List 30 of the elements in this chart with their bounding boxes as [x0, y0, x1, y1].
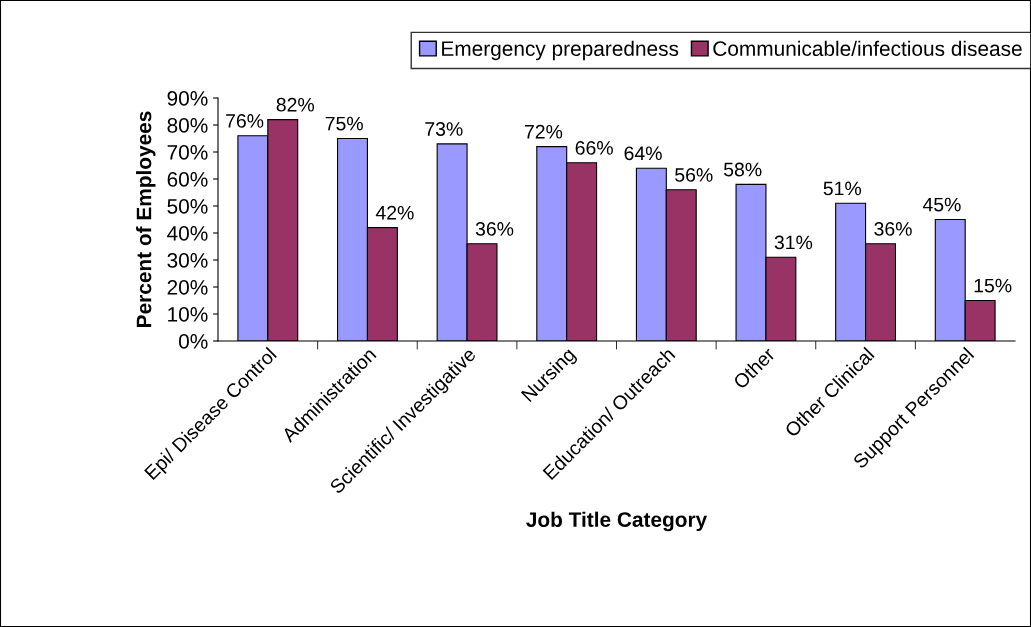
data-label: 45%	[922, 197, 961, 212]
data-label: 51%	[823, 181, 862, 196]
data-label: 36%	[874, 222, 912, 236]
data-label: 58%	[723, 162, 762, 177]
y-axis-title: Percent of Employees	[136, 111, 156, 327]
data-label: 31%	[774, 235, 813, 250]
y-tick-label: 70%	[167, 145, 208, 160]
y-tick-label: 80%	[167, 118, 208, 133]
data-label: 42%	[375, 205, 414, 220]
data-label: 73%	[425, 122, 463, 136]
y-tick-label: 90%	[167, 91, 208, 106]
y-tick-label: 60%	[167, 172, 208, 187]
data-label: 56%	[675, 168, 713, 182]
y-tick-label: 30%	[167, 253, 208, 268]
legend-label: Emergency preparedness	[442, 40, 679, 61]
y-tick-label: 40%	[167, 226, 208, 241]
data-label: 64%	[624, 146, 662, 161]
x-axis-title: Job Title Category	[526, 511, 708, 532]
y-tick-label: 50%	[167, 199, 208, 214]
data-label: 72%	[524, 124, 563, 139]
data-label: 66%	[575, 141, 613, 155]
data-label: 82%	[276, 97, 315, 112]
data-label: 75%	[325, 116, 363, 131]
y-tick-label: 10%	[168, 307, 208, 322]
data-label: 76%	[226, 114, 264, 128]
y-tick-label: 0%	[178, 334, 208, 349]
data-label: 36%	[475, 222, 514, 236]
y-tick-label: 20%	[167, 280, 208, 295]
data-label: 15%	[974, 278, 1012, 293]
legend-label: Communicable/infectious disease	[713, 40, 1022, 57]
